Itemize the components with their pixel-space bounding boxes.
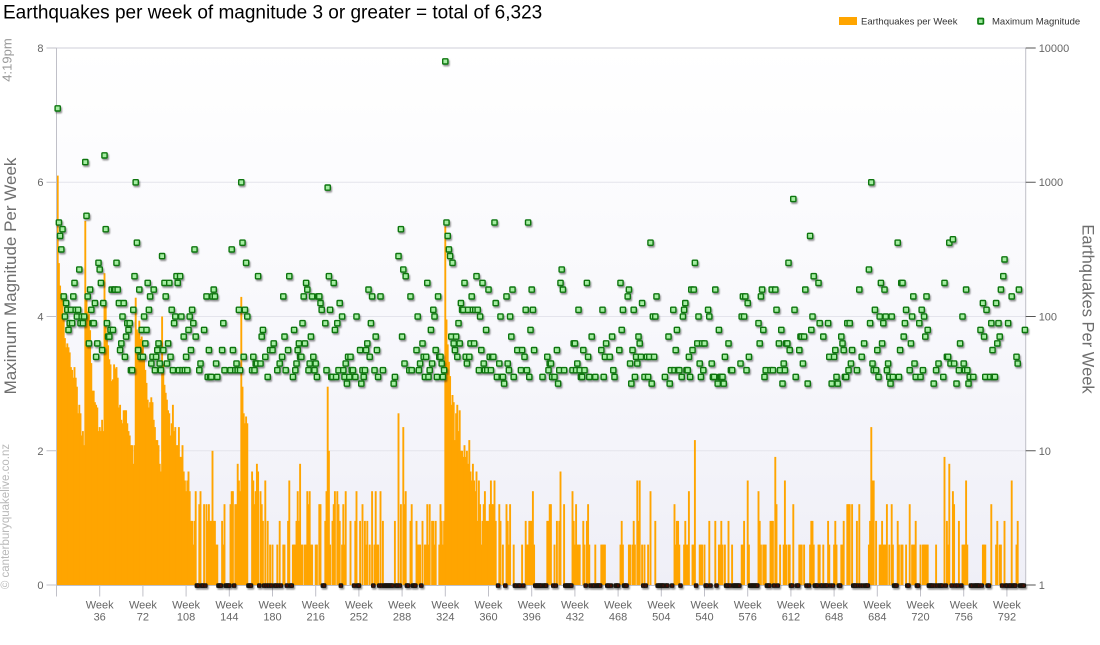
svg-text:Earthquakes per Week: Earthquakes per Week xyxy=(861,17,958,28)
svg-text:© canterburyquakelive.co.nz: © canterburyquakelive.co.nz xyxy=(0,444,12,590)
svg-text:756: 756 xyxy=(955,612,973,624)
svg-text:2: 2 xyxy=(37,446,43,458)
svg-text:324: 324 xyxy=(436,612,454,624)
svg-text:Week: Week xyxy=(172,600,200,612)
svg-text:Week: Week xyxy=(993,600,1021,612)
svg-text:Week: Week xyxy=(863,600,891,612)
svg-text:Week: Week xyxy=(604,600,632,612)
svg-text:Week: Week xyxy=(302,600,330,612)
svg-text:Maximum Magnitude: Maximum Magnitude xyxy=(992,17,1080,28)
svg-text:Earthquakes Per Week: Earthquakes Per Week xyxy=(1079,224,1097,394)
svg-text:612: 612 xyxy=(782,612,800,624)
svg-text:Week: Week xyxy=(734,600,762,612)
svg-text:252: 252 xyxy=(350,612,368,624)
svg-text:10000: 10000 xyxy=(1039,43,1070,55)
svg-text:432: 432 xyxy=(566,612,584,624)
svg-text:10: 10 xyxy=(1039,446,1051,458)
svg-text:288: 288 xyxy=(393,612,411,624)
svg-text:36: 36 xyxy=(94,612,106,624)
svg-text:Week: Week xyxy=(907,600,935,612)
svg-text:720: 720 xyxy=(911,612,929,624)
svg-text:504: 504 xyxy=(652,612,670,624)
svg-text:144: 144 xyxy=(220,612,238,624)
svg-text:Week: Week xyxy=(691,600,719,612)
svg-text:Week: Week xyxy=(259,600,287,612)
svg-text:100: 100 xyxy=(1039,312,1057,324)
svg-text:576: 576 xyxy=(739,612,757,624)
svg-text:1: 1 xyxy=(1039,580,1045,592)
svg-text:Week: Week xyxy=(388,600,416,612)
svg-text:Week: Week xyxy=(215,600,243,612)
svg-text:Week: Week xyxy=(86,600,114,612)
svg-text:684: 684 xyxy=(868,612,886,624)
svg-text:4: 4 xyxy=(37,312,43,324)
svg-text:Week: Week xyxy=(431,600,459,612)
svg-text:468: 468 xyxy=(609,612,627,624)
svg-text:792: 792 xyxy=(998,612,1016,624)
svg-text:540: 540 xyxy=(695,612,713,624)
svg-text:Week: Week xyxy=(518,600,546,612)
svg-text:Maximum Magnitude Per Week: Maximum Magnitude Per Week xyxy=(1,157,20,394)
svg-text:Earthquakes per week of magnit: Earthquakes per week of magnitude 3 or g… xyxy=(3,3,542,24)
svg-text:72: 72 xyxy=(137,612,149,624)
svg-text:Week: Week xyxy=(129,600,157,612)
svg-text:Week: Week xyxy=(475,600,503,612)
svg-text:360: 360 xyxy=(479,612,497,624)
svg-text:216: 216 xyxy=(307,612,325,624)
svg-text:4:19pm: 4:19pm xyxy=(0,38,15,81)
svg-text:1000: 1000 xyxy=(1039,177,1063,189)
svg-text:396: 396 xyxy=(523,612,541,624)
svg-text:8: 8 xyxy=(37,43,43,55)
svg-text:Week: Week xyxy=(561,600,589,612)
svg-text:0: 0 xyxy=(37,580,43,592)
svg-text:648: 648 xyxy=(825,612,843,624)
svg-text:Week: Week xyxy=(345,600,373,612)
svg-text:Week: Week xyxy=(820,600,848,612)
svg-text:108: 108 xyxy=(177,612,195,624)
svg-text:180: 180 xyxy=(263,612,281,624)
svg-text:Week: Week xyxy=(777,600,805,612)
svg-text:Week: Week xyxy=(647,600,675,612)
svg-text:6: 6 xyxy=(37,177,43,189)
svg-text:Week: Week xyxy=(950,600,978,612)
